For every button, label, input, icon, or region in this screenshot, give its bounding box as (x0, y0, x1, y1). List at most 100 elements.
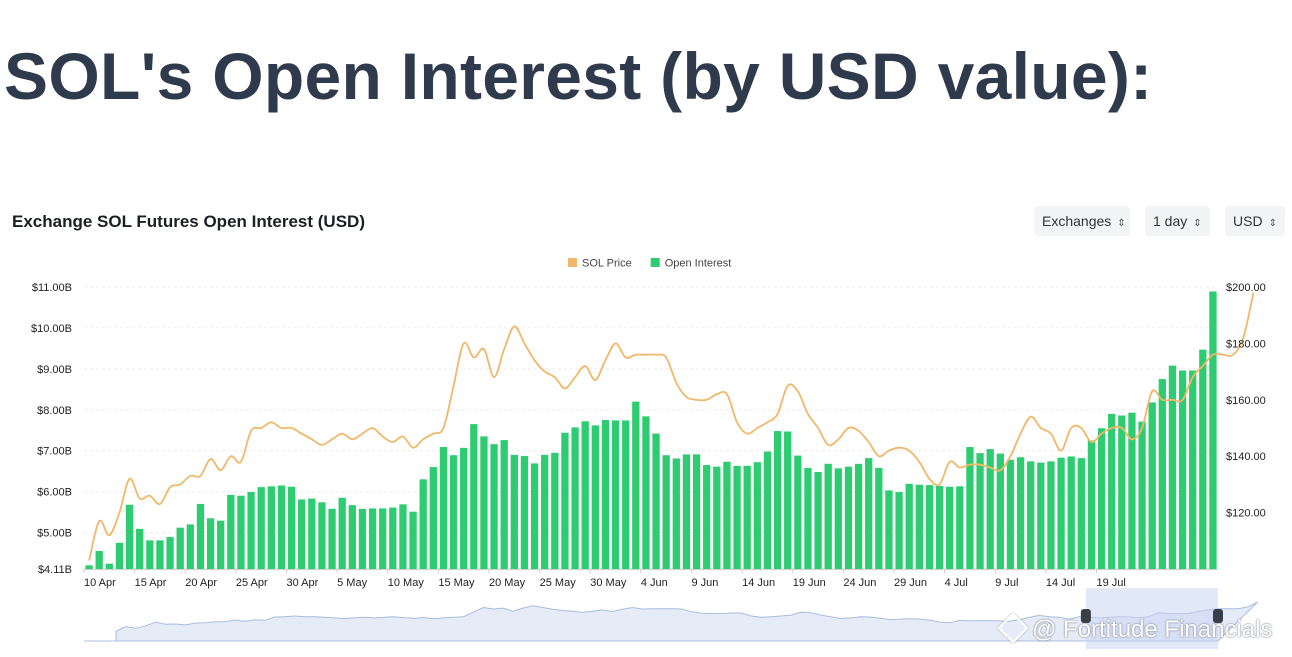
open-interest-bar (794, 455, 802, 569)
open-interest-bar (85, 565, 93, 569)
open-interest-bar (206, 518, 215, 569)
open-interest-bar (1128, 412, 1136, 569)
page-headline: SOL's Open Interest (by USD value): (4, 39, 1153, 113)
y-left-tick-label: $6.00B (37, 487, 72, 499)
open-interest-bar (1108, 413, 1116, 569)
interval-select[interactable]: 1 day ⇕ (1145, 206, 1210, 236)
open-interest-bar (439, 447, 448, 569)
open-interest-bar (733, 465, 741, 569)
open-interest-bar (399, 504, 407, 569)
right-y-axis: $120.00 $140.00 $160.00 $180.00 $200.00 (1226, 282, 1266, 520)
open-interest-bar (348, 505, 356, 569)
open-interest-bar (419, 479, 427, 569)
open-interest-bar (1097, 428, 1106, 569)
navigator-area (84, 601, 1259, 642)
navigator-handle[interactable] (1213, 609, 1223, 623)
open-interest-bar (530, 463, 539, 569)
x-tick-label: 4 Jun (641, 577, 668, 589)
legend-label: SOL Price (582, 258, 632, 270)
open-interest-bar (196, 503, 205, 569)
sol-price-line-group (88, 292, 1255, 561)
open-interest-bar (672, 458, 680, 569)
open-interest-bar (895, 492, 903, 569)
x-tick-label: 20 Apr (185, 577, 217, 589)
open-interest-bar (1138, 421, 1146, 569)
open-interest-bar (713, 466, 721, 569)
open-interest-bar (601, 420, 610, 569)
open-interest-bar (480, 436, 488, 569)
currency-select[interactable]: USD ⇕ (1225, 206, 1285, 236)
open-interest-bar (449, 455, 458, 569)
open-interest-bar (743, 465, 751, 569)
x-tick-label: 30 May (590, 577, 627, 589)
open-interest-bar (662, 455, 670, 569)
open-interest-bar (95, 550, 103, 569)
open-interest-bar (854, 463, 863, 569)
sol-price-line (88, 292, 1255, 561)
open-interest-bar (277, 485, 286, 569)
open-interest-bar (298, 499, 306, 569)
open-interest-bar (561, 432, 569, 569)
chart-title: Exchange SOL Futures Open Interest (USD) (12, 212, 365, 231)
x-tick-label: 14 Jul (1046, 577, 1075, 589)
y-right-tick-label: $120.00 (1226, 508, 1266, 520)
open-interest-bar (611, 420, 620, 569)
y-left-tick-label: $5.00B (37, 528, 72, 540)
y-right-tick-label: $140.00 (1226, 451, 1266, 463)
open-interest-bar (460, 447, 468, 569)
range-navigator[interactable] (84, 588, 1259, 649)
y-right-tick-label: $180.00 (1226, 338, 1266, 350)
open-interest-bar (1037, 462, 1045, 569)
y-left-tick-label: $8.00B (37, 405, 72, 417)
x-axis: 10 Apr 15 Apr 20 Apr 25 Apr 30 Apr 5 May 10 Ma… (83, 569, 1218, 589)
y-left-tick-label: $9.00B (37, 364, 72, 376)
x-tick-label: 14 Jun (742, 577, 775, 589)
x-tick-label: 9 Jun (692, 577, 719, 589)
open-interest-bar (915, 484, 923, 569)
open-interest-bar (824, 463, 832, 569)
open-interest-bar (885, 490, 893, 569)
open-interest-bar (115, 542, 124, 569)
open-interest-bar (753, 462, 761, 569)
open-interest-bar (692, 454, 701, 569)
open-interest-bar (642, 416, 650, 569)
exchanges-select[interactable]: Exchanges ⇕ (1034, 206, 1130, 236)
open-interest-bar (966, 447, 974, 569)
x-tick-label: 29 Jun (894, 577, 927, 589)
open-interest-bar (287, 486, 296, 569)
open-interest-bar (935, 485, 944, 569)
open-interest-bar (844, 466, 853, 569)
navigator-handle[interactable] (1080, 609, 1091, 623)
open-interest-bar (227, 494, 235, 569)
x-tick-label: 25 Apr (236, 577, 268, 589)
open-interest-bar (946, 486, 954, 569)
open-interest-bar (1209, 291, 1217, 569)
x-tick-label: 10 Apr (84, 577, 116, 589)
y-left-tick-label: $4.11B (38, 564, 72, 576)
legend-swatch (650, 258, 660, 267)
open-interest-bar (1199, 349, 1207, 569)
open-interest-bar (358, 508, 367, 569)
open-interest-bar (1158, 379, 1166, 569)
open-interest-bar (581, 421, 589, 569)
open-interest-bar (1067, 456, 1075, 569)
open-interest-bar (1118, 415, 1126, 569)
x-tick-label: 20 May (489, 577, 526, 589)
chevron-up-down-icon: ⇕ (1117, 218, 1126, 229)
open-interest-bar (986, 449, 994, 569)
open-interest-bar (763, 451, 772, 569)
open-interest-bar (956, 486, 964, 569)
open-interest-bar (166, 537, 174, 569)
open-interest-bar (186, 524, 194, 569)
open-interest-bar (865, 458, 873, 569)
open-interest-bar (632, 401, 640, 569)
watermark-text: @ Fortitude Financials (1032, 616, 1273, 643)
open-interest-bar (520, 456, 529, 569)
left-y-axis: $4.11B $5.00B $6.00B $7.00B $8.00B $9.00B $10.… (31, 282, 72, 576)
open-interest-bar (136, 528, 144, 569)
open-interest-bar (368, 508, 377, 569)
open-interest-bar (1077, 458, 1085, 569)
x-tick-label: 15 May (438, 577, 475, 589)
x-tick-label: 5 May (337, 577, 367, 589)
x-tick-label: 15 Apr (135, 577, 167, 589)
